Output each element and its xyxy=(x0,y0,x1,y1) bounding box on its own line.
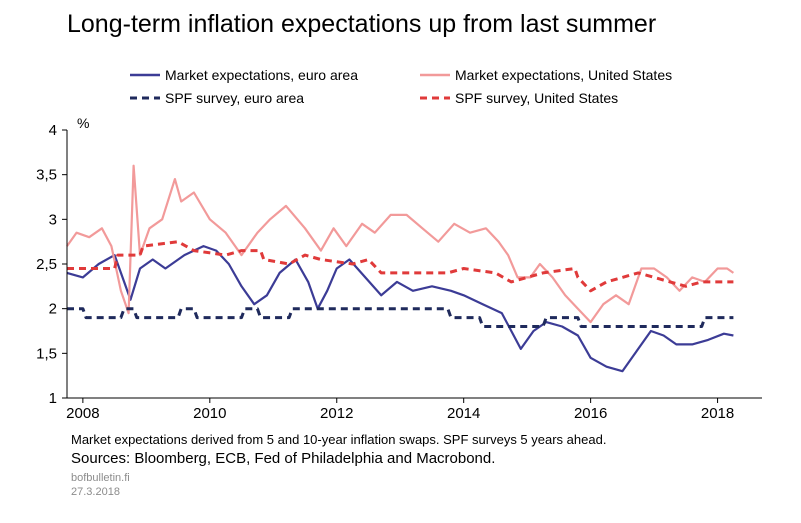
spf-euro-area-line xyxy=(67,307,734,328)
y-tick-label: 2,5 xyxy=(36,256,57,273)
legend: Market expectations, euro area Market exp… xyxy=(130,67,672,106)
legend-label: SPF survey, United States xyxy=(455,90,618,106)
x-tick-label: 2014 xyxy=(447,405,480,422)
y-tick-label: 1 xyxy=(49,390,57,407)
chart-title: Long-term inflation expectations up from… xyxy=(67,10,657,38)
legend-label: Market expectations, United States xyxy=(455,67,672,83)
brand-label: bofbulletin.fi xyxy=(71,472,130,484)
axes: 1 1,5 2 2,5 3 3,5 4 % 2008 2010 2012 2014 2016 2018 xyxy=(36,115,762,422)
series-layer xyxy=(66,164,735,373)
x-tick-label: 2008 xyxy=(66,405,99,422)
x-tick-label: 2012 xyxy=(320,405,353,422)
chart-sources: Sources: Bloomberg, ECB, Fed of Philadel… xyxy=(71,450,496,467)
x-tick-label: 2016 xyxy=(574,405,607,422)
market-us-line xyxy=(66,164,735,324)
y-tick-label: 3 xyxy=(49,211,57,228)
legend-label: SPF survey, euro area xyxy=(165,90,304,106)
x-tick-label: 2010 xyxy=(193,405,226,422)
y-tick-label: 2 xyxy=(49,301,57,318)
legend-label: Market expectations, euro area xyxy=(165,67,358,83)
date-label: 27.3.2018 xyxy=(71,486,120,498)
spf-us-line xyxy=(67,240,734,293)
y-tick-label: 4 xyxy=(49,122,57,139)
y-tick-label: 3,5 xyxy=(36,167,57,184)
chart-note: Market expectations derived from 5 and 1… xyxy=(71,432,607,447)
y-unit-label: % xyxy=(77,115,89,131)
y-tick-label: 1,5 xyxy=(36,345,57,362)
x-tick-label: 2018 xyxy=(701,405,734,422)
market-euro-area-line xyxy=(66,245,734,373)
